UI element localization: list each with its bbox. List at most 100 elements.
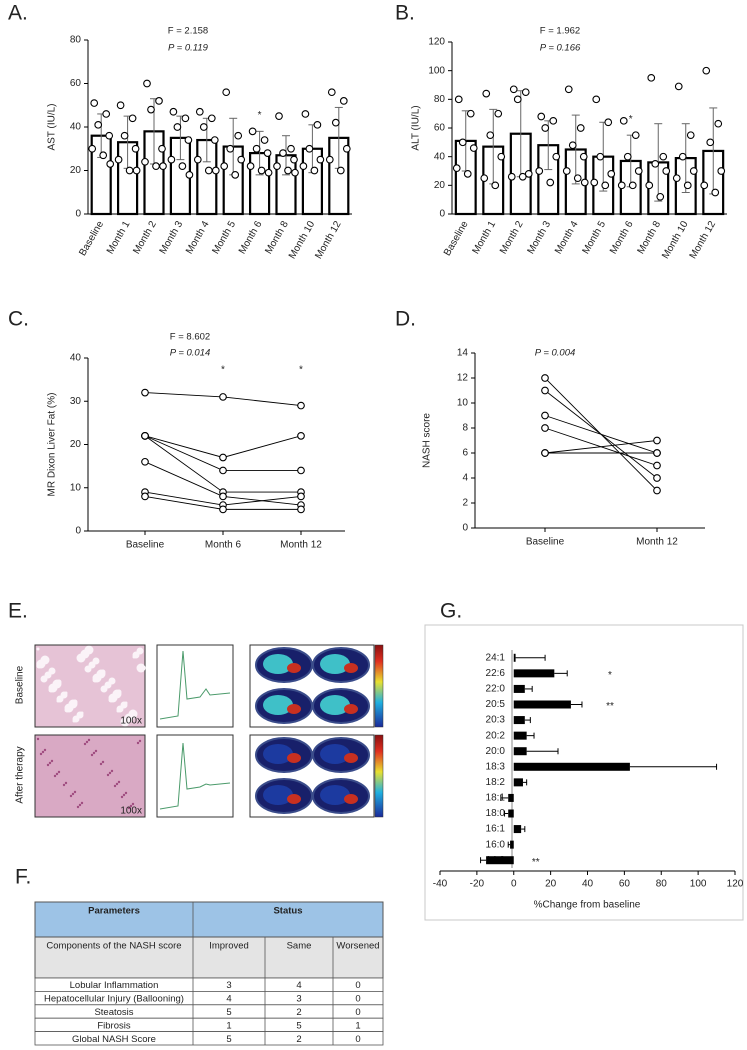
y-tick-label: 6 (462, 448, 468, 459)
histology-cell (56, 699, 60, 703)
table-row (34, 1017, 384, 1033)
data-point (316, 155, 325, 164)
histology-cell (110, 769, 114, 773)
y-tick-label: 40 (434, 151, 446, 162)
mri-liver (263, 695, 293, 715)
y-tick-label: 14 (457, 348, 469, 359)
data-point (700, 181, 709, 190)
data-point (128, 114, 137, 123)
x-tick-label: Month 4 (553, 219, 581, 256)
y-tick-label: 8 (462, 423, 468, 434)
data-point (88, 144, 97, 153)
table-cell: Hepatocellular Injury (Ballooning) (44, 994, 184, 1005)
mri-spot (287, 704, 301, 714)
y-tick-label: 40 (70, 353, 82, 364)
y-tick-label: 20:5 (486, 699, 506, 710)
data-point (562, 167, 571, 175)
x-tick-label: Month 8 (263, 219, 291, 256)
mri-spot (344, 753, 358, 763)
data-point (246, 162, 255, 170)
y-tick-label: 20 (434, 180, 446, 191)
x-tick-label: Month 5 (210, 219, 238, 256)
y-tick-label: 22:0 (486, 684, 506, 695)
data-point (141, 432, 149, 440)
data-point (714, 119, 723, 128)
y-axis-label: ALT (IU/L) (411, 105, 422, 150)
y-tick-label: 100 (428, 65, 445, 76)
x-tick-label: Month 1 (471, 219, 499, 256)
y-axis-label: MR Dixon Liver Fat (%) (47, 393, 58, 497)
histology-cell (64, 707, 70, 713)
histology-cell (132, 655, 136, 659)
data-point (178, 162, 187, 170)
data-point (521, 88, 530, 97)
data-point (147, 105, 155, 114)
significance: * (629, 114, 633, 125)
data-point (159, 162, 167, 170)
histology-cell (99, 762, 103, 766)
histology-cell (36, 737, 40, 741)
histology-cell (39, 752, 43, 756)
data-point (458, 138, 467, 147)
histology-cell (136, 663, 146, 673)
spectrum-image (156, 734, 234, 818)
magnification: 100x (120, 716, 142, 727)
data-point (237, 155, 246, 164)
x-tick-label: 100 (690, 879, 707, 890)
data-point (604, 118, 613, 127)
data-point (219, 453, 227, 462)
mri-liver (263, 785, 293, 805)
data-point (576, 124, 585, 132)
mri-spot (344, 794, 358, 804)
y-tick-label: 20:0 (486, 746, 506, 757)
data-point (125, 166, 134, 175)
table-header: Status (273, 906, 302, 917)
histology-cell (113, 784, 117, 788)
histology-cell (48, 761, 52, 765)
data-point (114, 155, 123, 164)
y-tick-label: 120 (428, 37, 445, 48)
x-tick-label: -40 (433, 879, 448, 890)
data-point (155, 97, 163, 105)
histology-cell (84, 665, 92, 673)
data-point (260, 136, 269, 144)
data-point (219, 393, 227, 401)
y-tick-label: 2 (462, 498, 468, 509)
x-tick-label: Month 8 (636, 219, 664, 256)
data-point (702, 66, 711, 75)
mri-spot (344, 663, 358, 673)
histology-cell (90, 753, 94, 757)
histology-cell (87, 738, 91, 742)
mri-spot (344, 704, 358, 714)
data-point (184, 136, 193, 144)
table-subheader: Improved (209, 941, 249, 952)
data-point (143, 79, 151, 88)
y-tick-label: 0 (462, 523, 468, 534)
y-tick-label: 60 (434, 123, 446, 134)
y-tick-label: 24:1 (486, 652, 506, 663)
data-point (653, 474, 661, 482)
mri-liver (320, 744, 350, 764)
panel-letter: E. (8, 600, 28, 623)
data-point (297, 492, 305, 501)
histology-cell (36, 647, 40, 651)
histology-cell (127, 806, 131, 810)
table-header-bg (34, 901, 384, 938)
data-point (132, 166, 141, 175)
series-line (144, 435, 301, 493)
bar (513, 669, 555, 678)
data-point (509, 85, 518, 94)
data-point (105, 131, 114, 140)
data-point (287, 144, 295, 153)
data-point (339, 97, 348, 105)
table-cell: 5 (296, 1020, 301, 1031)
data-point (141, 157, 149, 166)
data-point (683, 181, 692, 190)
significance: * (608, 670, 612, 681)
histology-cell (73, 790, 77, 794)
data-point (106, 160, 115, 168)
data-point (497, 152, 506, 161)
table-row (34, 1031, 384, 1046)
histology-cell (120, 717, 130, 727)
data-point (469, 144, 478, 152)
